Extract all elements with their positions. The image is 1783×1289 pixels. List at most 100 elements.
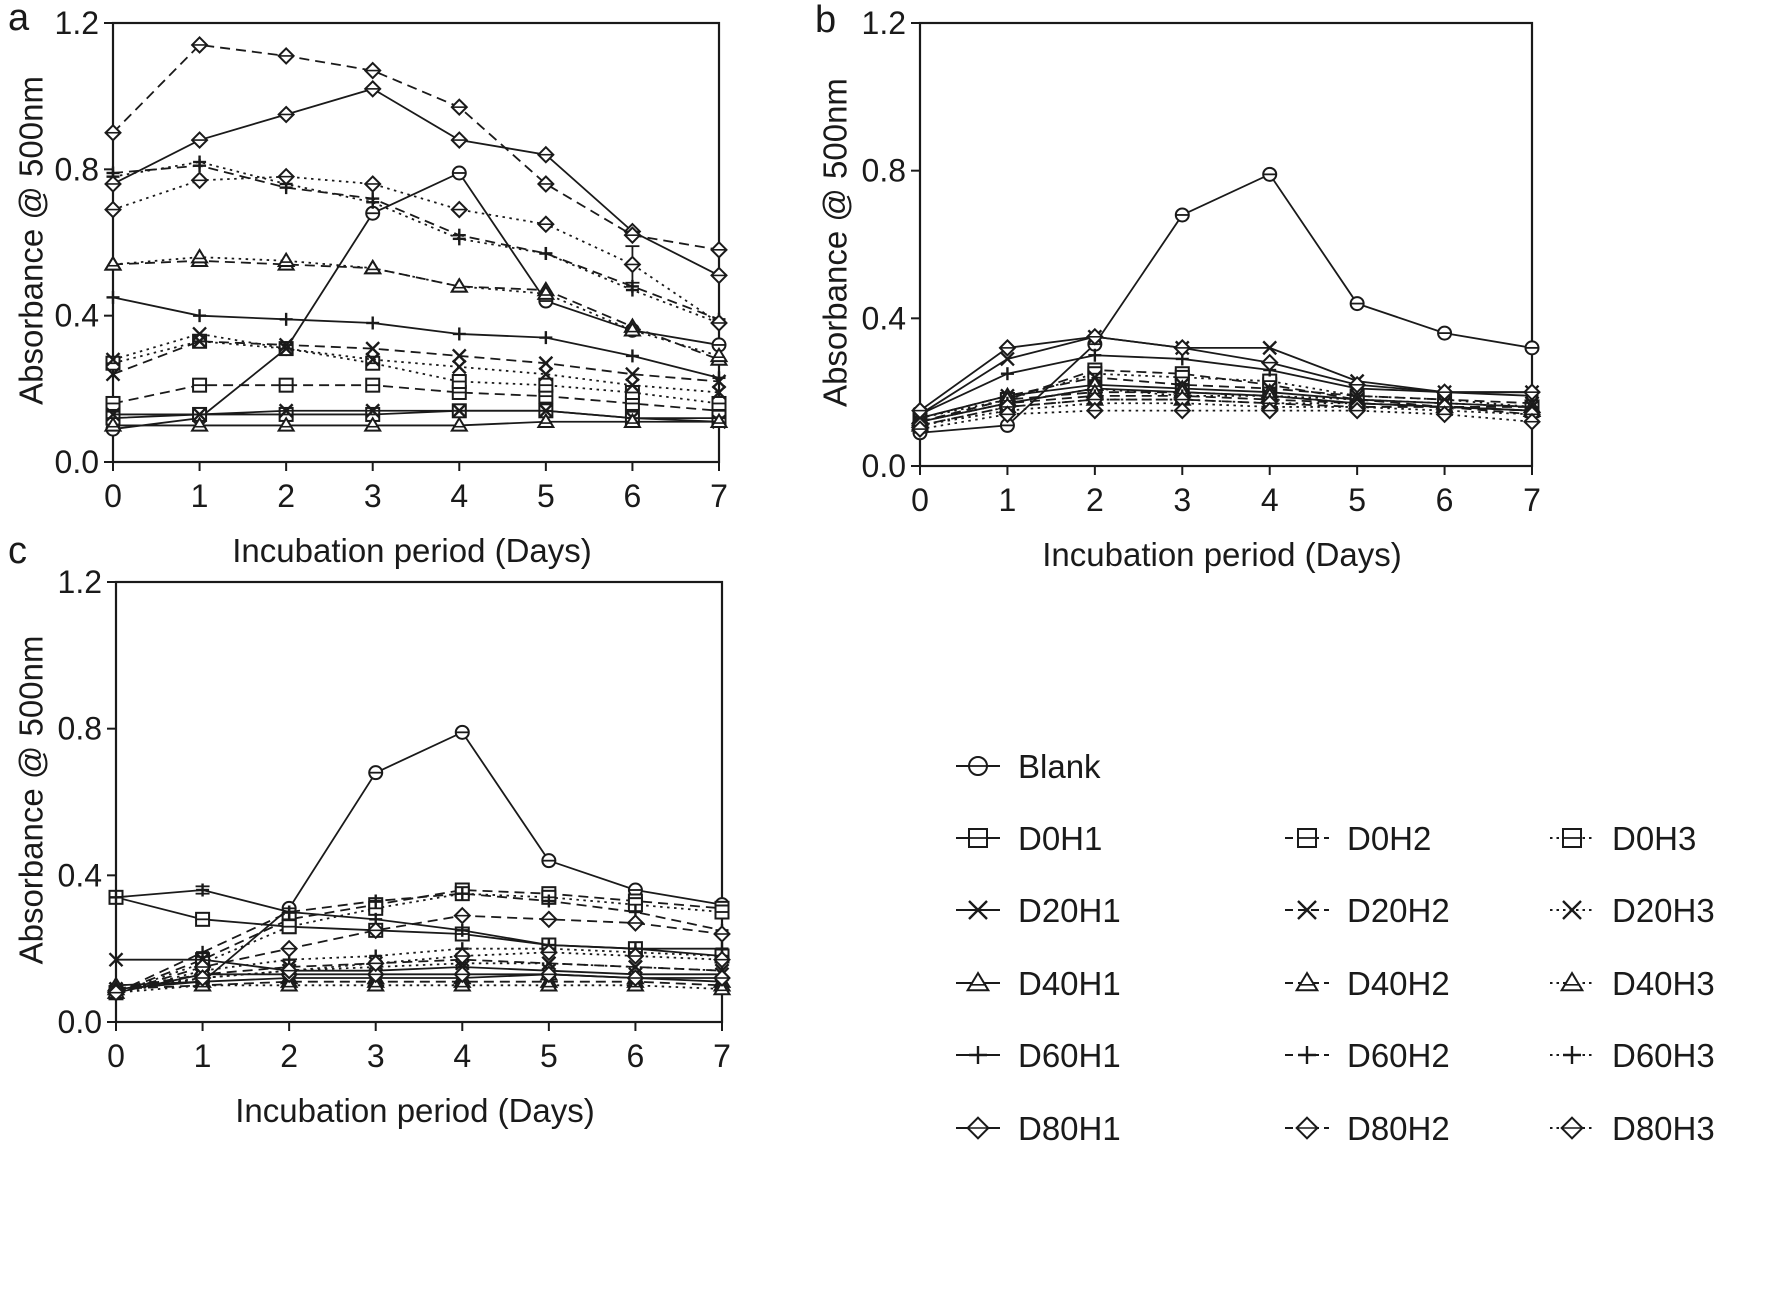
legend-item-d60h1: D60H1 — [956, 1037, 1121, 1074]
x-tick-label: 6 — [624, 478, 642, 514]
data-point-d20h3 — [538, 366, 554, 382]
data-point-d80h3 — [998, 405, 1017, 424]
legend-marker — [1562, 900, 1582, 920]
series-d80h3 — [107, 943, 731, 1002]
y-tick-label: 0.4 — [58, 857, 102, 893]
data-point-d20h1 — [538, 403, 554, 419]
legend-marker — [965, 971, 991, 992]
series-line-d80h1 — [115, 973, 722, 994]
series-line-d0h2 — [112, 384, 720, 412]
x-tick-label: 5 — [537, 478, 555, 514]
data-point-d80h3 — [107, 983, 125, 1002]
data-point-d80h1 — [366, 965, 385, 984]
panel-letter: b — [815, 0, 836, 41]
data-point-d60h1 — [196, 883, 210, 897]
series-line-d80h3 — [919, 409, 1533, 430]
series-d20h3 — [105, 326, 727, 400]
data-point-d40h1 — [709, 412, 729, 428]
data-point-blank — [1174, 207, 1190, 223]
legend-item-d20h3: D20H3 — [1550, 892, 1715, 929]
data-point-d20h1 — [1000, 351, 1015, 367]
legend-label: D0H1 — [1018, 820, 1102, 857]
series-d40h1 — [103, 412, 729, 432]
legend-label: D0H2 — [1347, 820, 1431, 857]
legend-label: D0H3 — [1612, 820, 1696, 857]
data-point-d20h1 — [192, 407, 207, 422]
series-line-d20h1 — [116, 958, 722, 976]
y-tick-label: 0.8 — [862, 153, 906, 189]
data-point-d80h3 — [277, 167, 296, 186]
data-point-blank — [541, 853, 557, 869]
data-point-d80h3 — [911, 420, 929, 438]
data-point-d80h1 — [190, 131, 209, 149]
legend-marker — [1297, 828, 1317, 848]
data-point-d60h1 — [625, 349, 639, 363]
panel-b: b 0.0 0.4 0.8 1.2 0 1 2 3 4 5 6 7 Incubation period (… — [815, 0, 1542, 573]
legend-item-d80h1: D80H1 — [956, 1110, 1121, 1147]
series-d40h3 — [103, 248, 729, 363]
legend-item-blank: Blank — [956, 748, 1101, 785]
y-tick-label: 0.0 — [862, 448, 906, 484]
x-tick-label: 4 — [450, 478, 468, 514]
data-point-d60h1 — [712, 371, 726, 385]
series-line-d20h2 — [115, 958, 723, 990]
data-point-d20h3 — [625, 377, 640, 393]
data-point-d80h1 — [539, 965, 558, 984]
data-point-d80h1 — [713, 969, 731, 987]
legend-label: D40H3 — [1612, 965, 1715, 1002]
panel-c: c 0.0 0.4 0.8 1.2 0 1 2 3 4 5 6 7 Incubation period (… — [8, 530, 732, 1129]
legend-item-d40h3: D40H3 — [1550, 965, 1715, 1002]
legend-marker — [1295, 1116, 1319, 1140]
y-axis-label: Absorbance @ 500nm — [13, 76, 50, 405]
data-point-d80h3 — [1348, 401, 1367, 420]
legend-label: D20H2 — [1347, 892, 1450, 929]
data-point-d0h3 — [711, 395, 727, 411]
series-line-d0h3 — [112, 340, 720, 405]
data-point-d0h2 — [365, 377, 381, 393]
data-point-d80h2 — [280, 939, 299, 958]
data-point-d60h2 — [369, 894, 383, 908]
data-point-blank — [1349, 296, 1365, 312]
data-point-d80h1 — [1085, 327, 1104, 346]
legend-label: D60H2 — [1347, 1037, 1450, 1074]
data-point-d60h1 — [1000, 367, 1014, 381]
plot-frame — [114, 580, 724, 1024]
data-point-d80h3 — [190, 171, 209, 190]
data-point-d20h3 — [451, 359, 467, 375]
legend-label: D40H1 — [1018, 965, 1121, 1002]
y-tick-label: 0.8 — [55, 151, 99, 187]
legend-marker — [1297, 900, 1317, 920]
x-tick-label: 1 — [194, 1038, 212, 1074]
x-tick-label: 5 — [540, 1038, 558, 1074]
series-d40h3 — [106, 976, 732, 999]
data-point-d20h3 — [541, 955, 557, 971]
x-tick-label: 0 — [107, 1038, 125, 1074]
data-point-d40h3 — [279, 976, 299, 992]
legend-item-d60h3: D60H3 — [1550, 1037, 1715, 1074]
panel-letter: c — [8, 530, 27, 572]
data-point-d80h2 — [277, 47, 296, 65]
data-point-d80h1 — [710, 266, 728, 285]
legend-marker — [1298, 1046, 1316, 1064]
data-point-d40h1 — [363, 416, 382, 432]
legend: Blank D0H1 D0H2 D0H3 D20H1 D20H2 D20H3 D40H1 D40… — [956, 748, 1715, 1147]
series-d80h2 — [104, 36, 728, 259]
data-point-d80h3 — [713, 950, 731, 969]
y-tick-label: 1.2 — [58, 564, 102, 600]
data-point-d20h3 — [105, 352, 121, 367]
legend-item-d20h2: D20H2 — [1285, 892, 1450, 929]
data-point-d80h3 — [1435, 405, 1454, 424]
series-line-d60h2 — [115, 892, 723, 994]
data-point-d0h3 — [538, 377, 554, 393]
data-point-d80h3 — [193, 969, 212, 987]
legend-marker — [1559, 971, 1585, 992]
data-point-d60h2 — [455, 887, 469, 901]
series-line-d80h1 — [112, 87, 720, 277]
data-point-d80h2 — [626, 914, 645, 932]
series-line-blank — [919, 173, 1533, 434]
data-point-d80h2 — [450, 98, 469, 117]
data-point-d60h1 — [109, 890, 123, 904]
data-point-d0h3 — [714, 904, 730, 920]
data-point-d80h1 — [1348, 375, 1367, 394]
series-line-d40h2 — [112, 259, 720, 361]
